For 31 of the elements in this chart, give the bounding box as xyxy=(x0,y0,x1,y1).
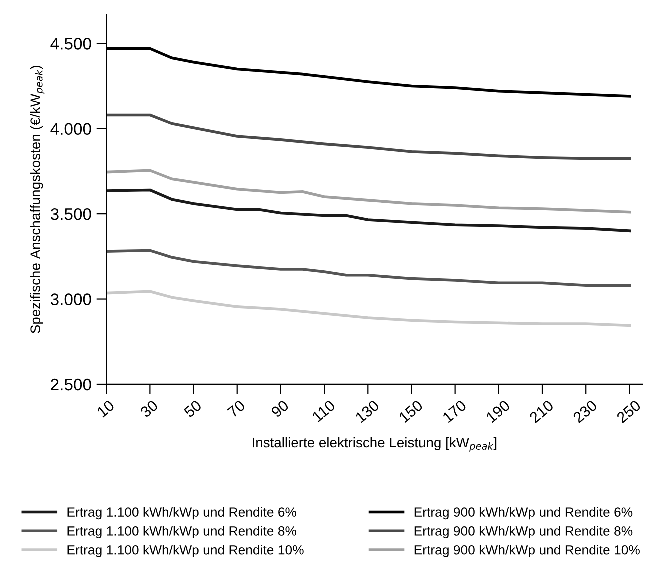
y-tick-label: 4.000 xyxy=(50,123,92,136)
x-tick-label: 110 xyxy=(312,400,336,423)
line-series xyxy=(106,188,632,232)
y-tick-label: 3.500 xyxy=(50,208,92,220)
x-axis-title: Installierte elektrische Leistung [kW$_{peak}$] xyxy=(253,437,497,452)
y-tick-label: 3.000 xyxy=(50,294,92,306)
x-tick-label: 210 xyxy=(529,400,554,424)
x-tick-label: 230 xyxy=(572,400,598,424)
legend-label: Ertrag 900 kWh/kWp und Rendite 6% xyxy=(414,507,633,520)
x-tick-label: 50 xyxy=(183,400,202,418)
x-tick-label: 10 xyxy=(96,400,116,418)
legend-label: Ertrag 1.100 kWh/kWp und Rendite 10% xyxy=(68,545,304,558)
y-tick-label: 4.500 xyxy=(50,38,92,50)
x-tick-label: 150 xyxy=(398,400,424,424)
x-tick-label: 130 xyxy=(354,400,380,424)
legend-label: Ertrag 900 kWh/kWp und Rendite 8% xyxy=(414,526,633,538)
y-tick-label: 2.500 xyxy=(51,378,92,391)
x-tick-label: 250 xyxy=(616,400,642,424)
line-series xyxy=(106,169,632,214)
line-series xyxy=(106,290,632,328)
line-series xyxy=(106,114,632,160)
x-tick-label: 90 xyxy=(270,400,290,418)
x-tick-label: 30 xyxy=(140,400,159,418)
x-tick-label: 170 xyxy=(442,400,468,424)
legend-label: Ertrag 1.100 kWh/kWp und Rendite 8% xyxy=(68,526,297,538)
x-tick-label: 70 xyxy=(227,400,246,418)
x-tick-label: 190 xyxy=(486,400,511,424)
legend-label: Ertrag 900 kWh/kWp und Rendite 10% xyxy=(414,545,640,558)
line-series xyxy=(106,249,632,288)
y-axis-title: Spezifische Anschaffungskosten (€/kW$_{peak}$) xyxy=(30,66,45,334)
legend-label: Ertrag 1.100 kWh/kWp und Rendite 6% xyxy=(68,507,297,520)
